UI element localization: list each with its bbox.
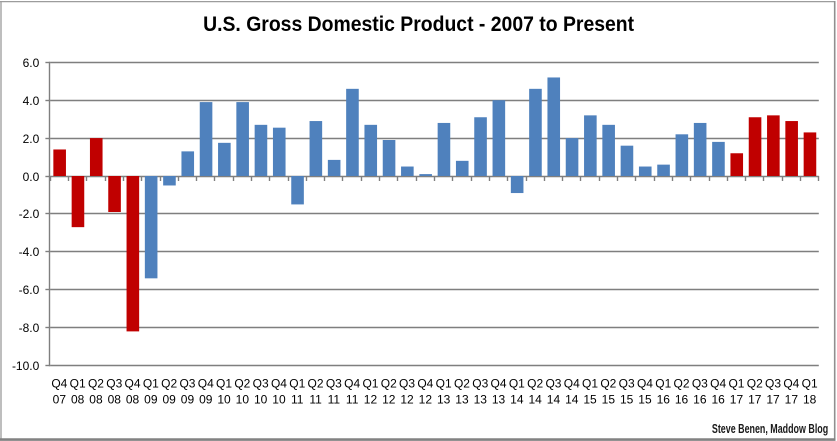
svg-text:Q2: Q2 (454, 377, 470, 391)
svg-text:10: 10 (236, 393, 250, 407)
svg-text:2.0: 2.0 (23, 132, 40, 146)
svg-text:-10.0: -10.0 (12, 359, 40, 373)
svg-text:Q3: Q3 (326, 377, 342, 391)
svg-text:14: 14 (510, 393, 524, 407)
svg-text:Q3: Q3 (619, 377, 635, 391)
svg-text:Q4: Q4 (344, 377, 360, 391)
svg-text:09: 09 (144, 393, 158, 407)
svg-text:16: 16 (711, 393, 725, 407)
svg-text:11: 11 (328, 393, 341, 407)
svg-text:13: 13 (492, 393, 506, 407)
svg-text:08: 08 (126, 393, 140, 407)
svg-text:6.0: 6.0 (23, 56, 40, 70)
svg-text:17: 17 (785, 393, 799, 407)
svg-text:12: 12 (382, 393, 396, 407)
svg-text:12: 12 (364, 393, 378, 407)
svg-text:-8.0: -8.0 (19, 321, 40, 335)
svg-text:Q1: Q1 (70, 377, 86, 391)
svg-text:Q2: Q2 (674, 377, 690, 391)
svg-text:Q1: Q1 (362, 377, 378, 391)
svg-text:Q2: Q2 (88, 377, 104, 391)
svg-text:14: 14 (565, 393, 579, 407)
svg-text:Q2: Q2 (234, 377, 250, 391)
svg-text:U.S. Gross Domestic Product -: U.S. Gross Domestic Product - 2007 to Pr… (203, 13, 634, 36)
svg-text:14: 14 (547, 393, 561, 407)
svg-text:0.0: 0.0 (23, 170, 40, 184)
svg-text:12: 12 (400, 393, 414, 407)
svg-text:Q4: Q4 (198, 377, 214, 391)
svg-text:17: 17 (748, 393, 762, 407)
svg-text:13: 13 (455, 393, 469, 407)
svg-text:Q4: Q4 (564, 377, 580, 391)
svg-text:09: 09 (181, 393, 195, 407)
svg-text:Q1: Q1 (582, 377, 598, 391)
svg-text:Q3: Q3 (692, 377, 708, 391)
svg-text:09: 09 (162, 393, 176, 407)
svg-text:Q2: Q2 (747, 377, 763, 391)
svg-text:Q3: Q3 (179, 377, 195, 391)
svg-text:12: 12 (419, 393, 433, 407)
svg-text:08: 08 (71, 393, 85, 407)
svg-text:13: 13 (474, 393, 488, 407)
svg-text:Q2: Q2 (161, 377, 177, 391)
svg-text:Q3: Q3 (106, 377, 122, 391)
svg-text:13: 13 (437, 393, 451, 407)
svg-text:11: 11 (346, 393, 359, 407)
svg-text:Q4: Q4 (710, 377, 726, 391)
svg-text:Q2: Q2 (600, 377, 616, 391)
svg-text:16: 16 (657, 393, 671, 407)
svg-text:Q1: Q1 (802, 377, 818, 391)
svg-text:18: 18 (803, 393, 817, 407)
svg-text:Q3: Q3 (545, 377, 561, 391)
svg-text:15: 15 (620, 393, 634, 407)
svg-text:Q3: Q3 (399, 377, 415, 391)
svg-text:-2.0: -2.0 (19, 207, 40, 221)
svg-text:14: 14 (528, 393, 542, 407)
svg-text:Q1: Q1 (289, 377, 305, 391)
svg-text:11: 11 (309, 393, 322, 407)
svg-text:Q3: Q3 (472, 377, 488, 391)
svg-text:08: 08 (108, 393, 122, 407)
svg-text:Q1: Q1 (655, 377, 671, 391)
svg-text:16: 16 (693, 393, 707, 407)
svg-text:-6.0: -6.0 (19, 283, 40, 297)
svg-text:Q4: Q4 (637, 377, 653, 391)
svg-text:07: 07 (53, 393, 67, 407)
svg-text:Q4: Q4 (491, 377, 507, 391)
svg-text:-4.0: -4.0 (19, 245, 40, 259)
svg-text:11: 11 (291, 393, 304, 407)
svg-text:09: 09 (199, 393, 213, 407)
svg-text:10: 10 (254, 393, 268, 407)
svg-text:Q1: Q1 (436, 377, 452, 391)
svg-text:15: 15 (583, 393, 597, 407)
svg-text:Q2: Q2 (381, 377, 397, 391)
svg-text:Q1: Q1 (216, 377, 232, 391)
svg-text:17: 17 (730, 393, 744, 407)
svg-text:Q1: Q1 (509, 377, 525, 391)
svg-text:Q3: Q3 (253, 377, 269, 391)
svg-text:Q4: Q4 (783, 377, 799, 391)
svg-text:Q4: Q4 (125, 377, 141, 391)
svg-text:4.0: 4.0 (23, 94, 40, 108)
svg-text:Steve Benen, Maddow Blog: Steve Benen, Maddow Blog (712, 421, 828, 436)
svg-text:15: 15 (638, 393, 652, 407)
svg-text:16: 16 (675, 393, 689, 407)
svg-text:Q4: Q4 (271, 377, 287, 391)
svg-text:08: 08 (89, 393, 103, 407)
svg-text:15: 15 (602, 393, 616, 407)
svg-text:Q1: Q1 (143, 377, 159, 391)
svg-text:Q4: Q4 (51, 377, 67, 391)
svg-text:10: 10 (217, 393, 231, 407)
svg-text:10: 10 (272, 393, 286, 407)
svg-text:17: 17 (766, 393, 780, 407)
svg-text:Q2: Q2 (308, 377, 324, 391)
svg-text:Q1: Q1 (728, 377, 744, 391)
svg-text:Q2: Q2 (527, 377, 543, 391)
svg-text:Q3: Q3 (765, 377, 781, 391)
svg-text:Q4: Q4 (417, 377, 433, 391)
